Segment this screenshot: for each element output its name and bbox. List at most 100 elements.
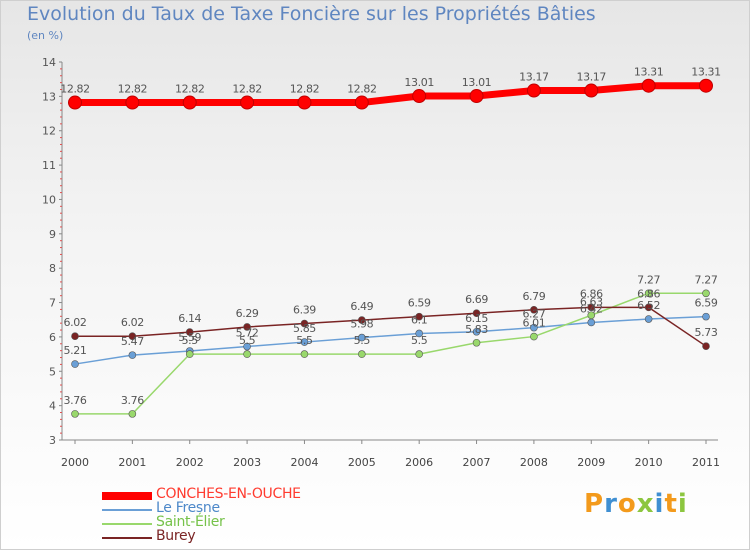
data-label-s3-1: 6.02	[121, 316, 144, 329]
data-point-s3-7	[472, 309, 481, 317]
data-point-s2-3	[243, 350, 251, 358]
data-label-s3-8: 6.79	[522, 290, 545, 303]
data-label-s0-6: 13.01	[404, 76, 434, 89]
data-label-s3-6: 6.59	[408, 297, 431, 310]
data-point-s0-7	[469, 89, 484, 104]
y-axis-unit-label: (en %)	[27, 29, 64, 42]
data-label-s0-1: 12.82	[118, 83, 148, 96]
data-point-s2-10	[644, 289, 653, 298]
chart-title: Evolution du Taux de Taxe Foncière sur l…	[27, 3, 596, 25]
data-label-s3-5: 6.49	[350, 300, 373, 313]
data-point-s0-8	[526, 83, 541, 98]
data-point-s0-11	[699, 78, 713, 93]
data-label-s0-4: 12.82	[290, 83, 320, 96]
y-tick-label: 5	[49, 365, 56, 378]
x-tick-label: 2006	[405, 456, 433, 469]
y-tick-label: 6	[49, 331, 56, 344]
data-point-s3-8	[530, 305, 538, 314]
data-label-s3-2: 6.14	[178, 312, 201, 325]
data-label-s2-6: 5.5	[411, 334, 428, 347]
data-label-s2-3: 5.5	[239, 334, 256, 347]
data-point-s0-2	[182, 95, 197, 110]
data-point-s3-5	[358, 316, 366, 324]
data-point-s1-11	[702, 312, 710, 321]
data-point-s0-6	[412, 89, 427, 104]
data-point-s3-10	[644, 303, 653, 312]
data-point-s1-3	[243, 342, 251, 351]
data-label-s0-3: 12.82	[232, 83, 262, 96]
x-tick-label: 2008	[520, 456, 548, 469]
y-tick-label: 9	[49, 228, 56, 241]
data-label-s0-11: 13.31	[691, 66, 721, 79]
legend-label-conches: CONCHES-EN-OUCHE	[156, 486, 301, 502]
data-label-s0-5: 12.82	[347, 83, 377, 96]
data-point-s0-5	[354, 95, 369, 110]
data-label-s0-8: 13.17	[519, 71, 549, 84]
x-tick-label: 2001	[118, 456, 146, 469]
data-label-s0-0: 12.82	[60, 83, 90, 96]
series-line-2	[74, 292, 707, 415]
data-label-s1-7: 6.15	[465, 312, 488, 325]
data-point-s0-1	[125, 95, 140, 110]
data-point-s2-8	[530, 332, 538, 341]
legend-label-burey: Burey	[156, 528, 196, 544]
data-label-s2-0: 3.76	[64, 394, 87, 407]
y-tick-label: 4	[49, 400, 56, 413]
data-label-s0-9: 13.17	[577, 71, 607, 84]
data-point-s2-9	[587, 311, 596, 320]
x-tick-label: 2002	[176, 456, 204, 469]
data-point-s1-10	[644, 315, 653, 323]
x-tick-label: 2003	[233, 456, 261, 469]
data-label-s2-7: 5.83	[465, 323, 488, 336]
legend-label-le-fresne: Le Fresne	[156, 500, 220, 516]
legend-swatch-le-fresne	[102, 509, 152, 511]
series-line-3	[74, 306, 707, 347]
data-label-s2-9: 6.63	[580, 295, 603, 308]
data-point-s3-3	[243, 323, 251, 331]
x-tick-label: 2010	[635, 456, 663, 469]
data-point-s0-10	[641, 78, 656, 93]
data-label-s1-1: 5.47	[121, 335, 144, 348]
data-point-s3-11	[702, 342, 710, 350]
proxiti-logo: Proxiti	[584, 489, 688, 519]
data-point-s3-6	[415, 312, 423, 321]
data-label-s1-10: 6.52	[637, 299, 660, 312]
data-point-s3-9	[587, 303, 596, 312]
data-label-s1-9: 6.42	[580, 302, 603, 315]
legend-label-saint-elier: Saint-Élier	[156, 514, 225, 530]
data-point-s1-6	[415, 329, 423, 338]
data-point-s2-0	[71, 410, 79, 418]
data-label-s0-7: 13.01	[462, 76, 492, 89]
data-point-s1-9	[587, 318, 596, 327]
data-label-s1-5: 5.98	[350, 318, 373, 331]
data-point-s0-0	[68, 95, 82, 110]
data-label-s2-4: 5.5	[296, 334, 313, 347]
data-label-s2-8: 6.01	[522, 317, 545, 330]
data-point-s2-5	[358, 350, 366, 358]
data-point-s2-7	[472, 338, 481, 347]
data-label-s3-3: 6.29	[236, 307, 259, 320]
legend-swatch-saint-elier	[102, 523, 152, 525]
data-label-s0-2: 12.82	[175, 83, 205, 96]
y-tick-label: 7	[49, 297, 56, 310]
data-label-s3-7: 6.69	[465, 293, 488, 306]
data-point-s1-1	[128, 351, 137, 359]
x-tick-label: 2000	[61, 456, 89, 469]
data-label-s1-4: 5.85	[293, 322, 316, 335]
data-point-s2-6	[415, 350, 423, 358]
x-tick-label: 2005	[348, 456, 376, 469]
data-label-s2-1: 3.76	[121, 394, 144, 407]
legend-swatch-burey	[102, 537, 152, 539]
data-label-s3-0: 6.02	[64, 316, 87, 329]
y-tick-label: 8	[49, 262, 56, 275]
data-point-s1-7	[472, 327, 481, 336]
legend-swatch-conches	[102, 492, 152, 500]
data-label-s3-4: 6.39	[293, 304, 316, 317]
data-point-s2-11	[702, 289, 710, 298]
data-point-s0-4	[297, 95, 312, 110]
data-label-s1-6: 6.1	[411, 313, 427, 326]
series-line-1	[74, 315, 707, 365]
data-label-s3-11: 5.73	[695, 326, 718, 339]
